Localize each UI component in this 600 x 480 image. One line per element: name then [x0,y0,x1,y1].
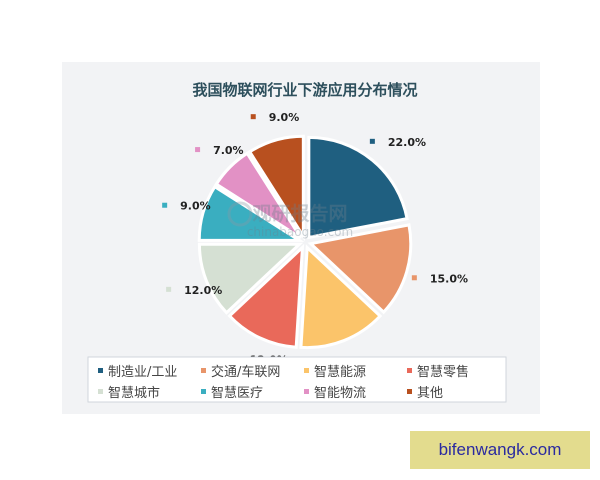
watermark: 观研报告网 chinabaogao.com [227,201,353,239]
data-label: 7.0% [213,144,244,157]
chart-title: 我国物联网行业下游应用分布情况 [192,81,417,99]
legend-box [87,356,507,403]
watermark-url: chinabaogao.com [247,225,353,239]
watermark-logo-icon [227,201,253,227]
data-label-marker [195,147,201,153]
legend-entry: 智慧零售 [417,364,469,380]
pie-slice [247,134,305,242]
data-label-marker [166,286,172,292]
data-label: 9.0% [269,111,300,124]
legend-entry: 智慧城市 [108,385,160,401]
pie-slice [299,244,383,350]
legend-entry: 交通/车联网 [211,364,280,380]
chart-panel [62,62,540,414]
pie-slice [307,135,409,240]
legend-entry: 智能物流 [314,386,366,401]
pie-slice [227,243,305,349]
data-label: 22.0% [388,136,426,149]
data-label: 15.0% [430,272,468,285]
legend-entry: 其他 [417,386,443,401]
legend-marker [98,368,103,373]
data-label-marker [369,138,375,144]
legend-entry: 智慧医疗 [211,385,263,401]
data-label-marker [162,202,168,208]
legend-marker [201,368,206,373]
data-label-marker [411,275,417,281]
watermark-brand: 观研报告网 [252,202,347,225]
legend-marker [304,389,309,394]
pie-slice [197,242,304,315]
pie-slice [197,184,305,242]
data-label: 12.0% [184,284,222,297]
pie-slice [214,151,303,240]
legend-marker [98,389,103,394]
legend-entry: 智慧能源 [314,364,366,380]
legend-entry: 制造业/工业 [108,365,177,380]
site-badge: bifenwangk.com [410,431,590,469]
pie-slice [307,223,413,315]
data-label: 9.0% [180,200,211,213]
legend-marker [201,389,206,394]
data-label-marker [250,114,256,120]
legend-marker [407,389,412,394]
legend-marker [304,368,309,373]
legend-marker [407,368,412,373]
